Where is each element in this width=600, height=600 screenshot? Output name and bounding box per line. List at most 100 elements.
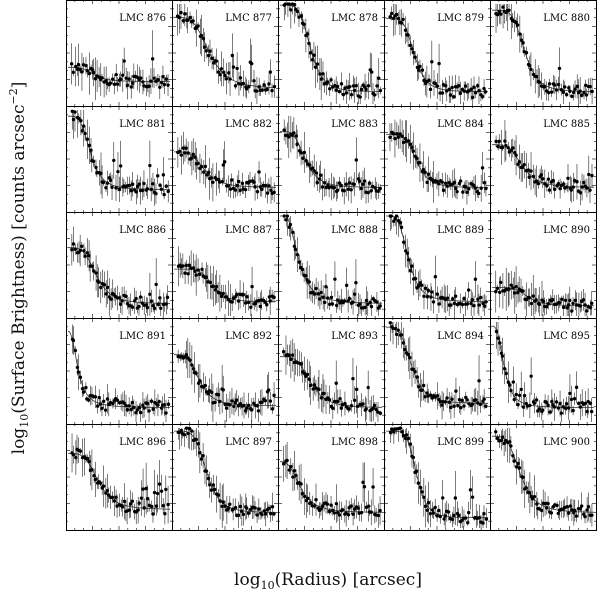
data-point bbox=[155, 491, 160, 496]
data-point bbox=[495, 12, 500, 17]
data-point bbox=[452, 95, 456, 99]
data-point bbox=[206, 53, 211, 58]
data-point bbox=[120, 505, 125, 509]
data-point bbox=[244, 406, 249, 410]
data-point bbox=[97, 75, 101, 79]
data-point bbox=[252, 79, 256, 83]
data-point bbox=[390, 11, 394, 16]
data-point bbox=[71, 338, 76, 343]
data-point bbox=[532, 494, 537, 499]
data-point bbox=[256, 409, 261, 413]
data-point bbox=[250, 61, 254, 66]
data-point bbox=[204, 49, 208, 53]
panel-ticks bbox=[384, 424, 490, 530]
data-point bbox=[441, 188, 446, 193]
data-point bbox=[472, 183, 476, 188]
data-point bbox=[149, 299, 154, 303]
data-point bbox=[352, 398, 357, 402]
panel: LMC 880 bbox=[490, 0, 597, 107]
data-point bbox=[375, 84, 379, 88]
data-point bbox=[235, 292, 239, 297]
data-point bbox=[566, 406, 571, 410]
data-point bbox=[151, 182, 155, 186]
data-point bbox=[516, 461, 520, 466]
data-point bbox=[268, 299, 272, 303]
panel: LMC 897 bbox=[172, 424, 279, 531]
data-point bbox=[109, 297, 113, 301]
data-point bbox=[499, 12, 503, 16]
data-point bbox=[447, 400, 452, 404]
data-point bbox=[544, 305, 549, 309]
data-point bbox=[179, 428, 183, 433]
data-point bbox=[558, 186, 562, 191]
data-point bbox=[236, 404, 241, 408]
data-point bbox=[428, 393, 433, 397]
data-point bbox=[478, 402, 483, 406]
data-point bbox=[184, 263, 189, 268]
data-point bbox=[196, 161, 200, 166]
data-point bbox=[202, 170, 206, 174]
data-point bbox=[445, 184, 449, 188]
data-point bbox=[324, 284, 328, 289]
data-point bbox=[137, 405, 142, 410]
data-point bbox=[198, 451, 202, 455]
data-point bbox=[108, 81, 113, 85]
data-point bbox=[574, 385, 579, 390]
data-point bbox=[349, 504, 353, 508]
panel-grid: LMC 876 LMC 877 LMC 878 LMC 879 LMC 880 LMC 8… bbox=[66, 0, 597, 531]
data-point bbox=[406, 139, 411, 143]
data-points bbox=[388, 214, 488, 316]
data-point bbox=[120, 299, 124, 303]
data-point bbox=[529, 169, 533, 173]
data-point bbox=[423, 504, 428, 508]
data-point bbox=[69, 62, 74, 66]
data-points bbox=[494, 428, 594, 527]
data-point bbox=[418, 64, 422, 69]
data-point bbox=[235, 66, 239, 71]
data-point bbox=[398, 132, 402, 136]
data-point bbox=[518, 32, 522, 36]
data-point bbox=[310, 58, 315, 62]
data-point bbox=[206, 476, 211, 481]
data-point bbox=[159, 187, 164, 191]
data-point bbox=[580, 93, 584, 98]
data-point bbox=[265, 87, 269, 92]
data-point bbox=[319, 290, 323, 295]
data-point bbox=[76, 63, 81, 67]
data-point bbox=[391, 16, 396, 21]
data-point bbox=[423, 286, 428, 291]
data-point bbox=[578, 89, 582, 93]
data-point bbox=[285, 458, 289, 463]
data-point bbox=[307, 280, 311, 284]
panel-ticks bbox=[490, 0, 596, 106]
data-point bbox=[556, 181, 561, 186]
data-point bbox=[554, 88, 559, 92]
data-point bbox=[413, 276, 418, 281]
data-point bbox=[373, 186, 377, 190]
data-point bbox=[443, 181, 448, 185]
data-point bbox=[514, 153, 518, 157]
data-point bbox=[399, 333, 404, 337]
data-point bbox=[311, 166, 315, 170]
data-point bbox=[454, 389, 458, 393]
data-point bbox=[435, 84, 440, 88]
data-point bbox=[428, 511, 433, 516]
data-point bbox=[498, 341, 502, 345]
data-point bbox=[252, 180, 256, 184]
data-point bbox=[132, 405, 136, 410]
data-point bbox=[335, 188, 340, 192]
data-point bbox=[294, 134, 299, 138]
data-point bbox=[396, 328, 400, 332]
data-point bbox=[105, 285, 110, 290]
data-point bbox=[537, 507, 542, 511]
data-point bbox=[324, 185, 328, 190]
data-point bbox=[579, 504, 584, 508]
data-point bbox=[179, 10, 183, 15]
data-point bbox=[411, 50, 416, 55]
data-point bbox=[121, 73, 125, 77]
data-point bbox=[226, 184, 231, 188]
data-point bbox=[349, 404, 354, 408]
data-point bbox=[150, 57, 155, 61]
data-point bbox=[543, 182, 547, 186]
data-point bbox=[107, 295, 111, 299]
